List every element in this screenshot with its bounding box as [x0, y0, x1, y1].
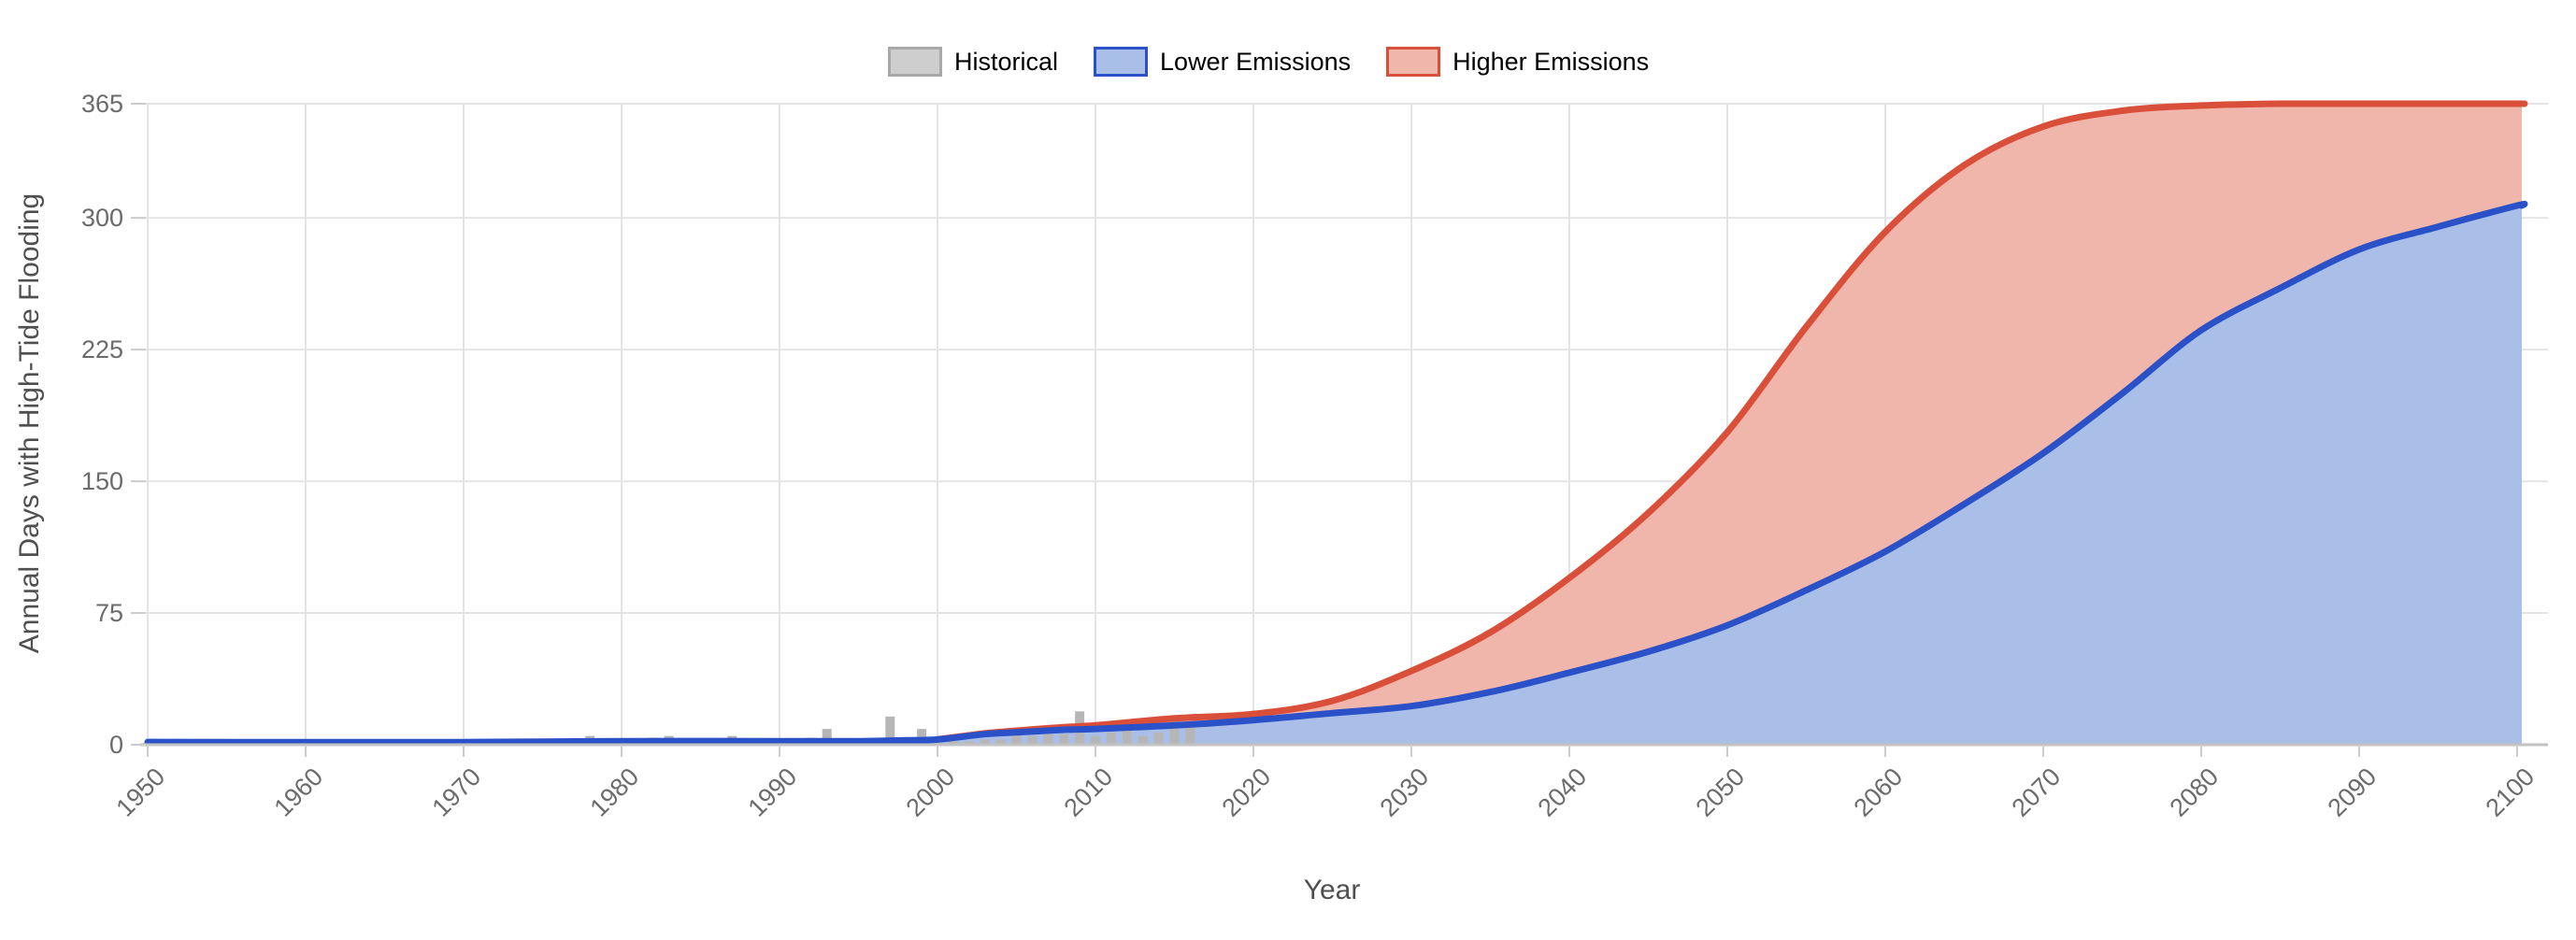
historical-bar	[1185, 725, 1195, 745]
historical-bar	[1106, 732, 1116, 745]
historical-bar	[1027, 735, 1038, 745]
lower-emissions-area	[148, 204, 2525, 746]
historical-bar	[1153, 732, 1164, 745]
legend-item-lower-emissions[interactable]: Lower Emissions	[1094, 47, 1351, 77]
higher-emissions-line	[934, 100, 2528, 743]
legend-label: Historical	[954, 47, 1059, 76]
legend: Historical Lower Emissions Higher Emissi…	[888, 47, 1649, 77]
x-tick-labels: 1950 1960 1970 1980 1990 2000 2010 2020 2030 2040…	[111, 762, 2540, 822]
y-tick-label: 75	[95, 599, 123, 627]
historical-bar	[1059, 733, 1069, 745]
historical-bar	[980, 739, 990, 745]
x-tick-label: 2060	[1849, 762, 1909, 822]
x-tick-label: 1950	[111, 762, 171, 822]
x-tick-label: 2100	[2481, 762, 2540, 822]
x-tick-label: 2020	[1217, 762, 1277, 822]
historical-bar	[1122, 731, 1132, 745]
legend-item-historical[interactable]: Historical	[888, 47, 1058, 77]
x-tick-label: 1960	[269, 762, 329, 822]
y-tick-label: 300	[81, 204, 123, 232]
legend-label: Higher Emissions	[1453, 47, 1650, 76]
x-axis-title: Year	[1303, 875, 1361, 905]
x-tick-label: 2080	[2165, 762, 2225, 822]
lower-emissions-line	[144, 200, 2528, 746]
y-tick-label: 365	[81, 90, 123, 118]
x-tick-label: 2090	[2323, 762, 2383, 822]
historical-bar	[995, 739, 1006, 745]
y-tick-label: 150	[81, 467, 123, 495]
x-tick-label: 1980	[585, 762, 645, 822]
historical-bar	[1043, 733, 1053, 745]
y-axis-title: Annual Days with High-Tide Flooding	[14, 192, 45, 654]
x-tick-label: 2070	[2007, 762, 2067, 822]
legend-item-higher-emissions[interactable]: Higher Emissions	[1386, 47, 1649, 77]
historical-bar	[1169, 716, 1180, 745]
higher-emissions-swatch-icon	[1386, 47, 1441, 77]
lower-emissions-swatch-icon	[1094, 47, 1149, 77]
x-tick-label: 2000	[901, 762, 961, 822]
x-tick-label: 1970	[427, 762, 487, 822]
y-tick-labels: 0 75 150 225 300 365	[81, 90, 123, 759]
historical-bar	[1138, 735, 1148, 745]
y-tick-label: 225	[81, 335, 123, 363]
historical-bar	[1091, 735, 1100, 745]
historical-bar	[885, 716, 895, 745]
x-tick-label: 1990	[743, 762, 803, 822]
y-tick-label: 0	[109, 731, 123, 759]
historical-swatch-icon	[888, 47, 942, 77]
historical-bar	[917, 729, 927, 745]
historical-bar	[948, 741, 958, 745]
historical-bar	[1011, 733, 1022, 745]
x-tick-label: 2010	[1059, 762, 1119, 822]
historical-bar	[964, 741, 974, 745]
axis-ticks	[131, 103, 2518, 757]
x-tick-label: 2050	[1691, 762, 1751, 822]
legend-label: Lower Emissions	[1160, 47, 1352, 76]
x-tick-label: 2030	[1375, 762, 1435, 822]
historical-bar	[822, 729, 832, 745]
x-tick-label: 2040	[1533, 762, 1593, 822]
